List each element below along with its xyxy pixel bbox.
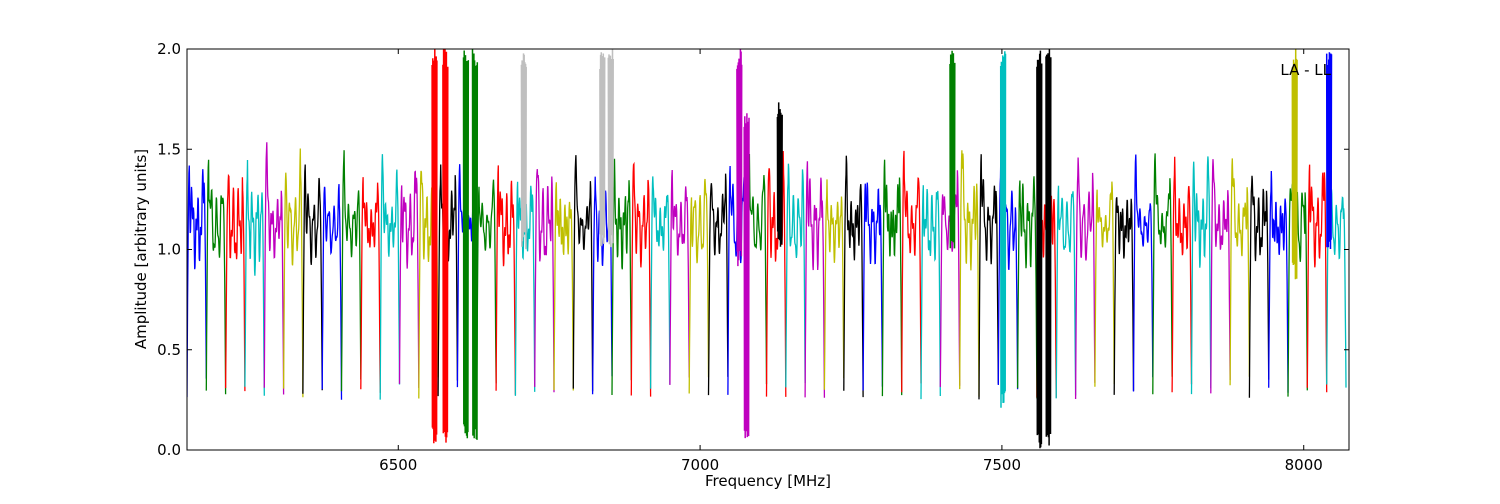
subband-curve xyxy=(282,148,304,398)
rfi-spike xyxy=(431,49,438,444)
subband-curve xyxy=(746,153,768,400)
subband-curve xyxy=(959,150,980,397)
rfi-spike xyxy=(743,113,750,439)
rfi-spike xyxy=(999,51,1007,408)
subband-curve xyxy=(1229,158,1251,386)
subband-curve xyxy=(785,163,806,388)
subband-curve xyxy=(630,161,652,397)
rfi-spike xyxy=(599,52,606,247)
subband-curve xyxy=(707,173,729,396)
subband-curve xyxy=(187,165,207,398)
panel-annotation: LA - LL xyxy=(1280,61,1331,79)
subband-curve xyxy=(804,161,826,398)
subband-curve xyxy=(649,176,671,389)
rfi-spike xyxy=(1036,50,1043,449)
x-axis-label: Frequency [MHz] xyxy=(705,472,831,490)
rfi-spike xyxy=(1045,49,1052,446)
subband-curve xyxy=(360,177,381,393)
subband-curve xyxy=(263,142,285,395)
series-layer xyxy=(187,49,1347,449)
subband-curve xyxy=(978,154,999,400)
subband-curve xyxy=(321,184,343,400)
subband-curve xyxy=(1210,159,1231,394)
subband-curve xyxy=(572,155,594,392)
subband-curve xyxy=(495,165,517,395)
subband-curve xyxy=(1268,170,1289,393)
subband-curve xyxy=(823,179,845,390)
subband-curve xyxy=(843,155,864,398)
y-tick-label: 2.0 xyxy=(157,40,181,58)
rfi-spike xyxy=(1325,52,1333,250)
x-tick-label: 6500 xyxy=(379,456,417,474)
rfi-spike xyxy=(949,50,956,249)
subband-curve xyxy=(1287,183,1308,397)
rfi-spike xyxy=(520,53,527,250)
rfi-spike xyxy=(462,50,470,439)
subband-curve xyxy=(205,159,227,395)
subband-curve xyxy=(1190,156,1212,395)
subband-curve xyxy=(1074,157,1096,400)
subband-curve xyxy=(224,173,246,392)
subband-curve xyxy=(920,185,941,400)
subband-curve xyxy=(1016,176,1038,399)
rfi-spike xyxy=(471,49,479,440)
rfi-spike xyxy=(442,49,449,443)
subband-curve xyxy=(1094,181,1115,387)
y-tick-label: 0.5 xyxy=(157,341,181,359)
subband-curve xyxy=(1152,153,1173,395)
x-tick-label: 8000 xyxy=(1285,456,1323,474)
subband-curve xyxy=(881,159,903,397)
ticks-layer: 6500 7000 7500 8000 0.0 0.5 1.0 1.5 2.0 xyxy=(157,40,1349,474)
subband-curve xyxy=(340,150,362,392)
subband-curve xyxy=(1055,185,1077,399)
rfi-spike xyxy=(607,49,614,248)
subband-curve xyxy=(1248,175,1270,398)
subband-curve xyxy=(669,169,690,385)
subband-curve xyxy=(1113,197,1135,395)
subband-curve xyxy=(901,150,922,393)
subband-curve xyxy=(302,164,323,394)
subband-curve xyxy=(611,158,632,396)
rfi-spike xyxy=(776,102,783,247)
subband-curve xyxy=(476,179,497,390)
y-tick-label: 1.0 xyxy=(157,241,181,259)
y-axis-label: Amplitude [arbitrary units] xyxy=(132,149,150,349)
x-tick-label: 7500 xyxy=(983,456,1021,474)
subband-curve xyxy=(1171,156,1193,393)
rfi-spike xyxy=(1291,49,1298,280)
subband-curve xyxy=(862,182,884,391)
subband-curve xyxy=(244,159,265,396)
subband-curve xyxy=(534,169,555,393)
y-tick-label: 0.0 xyxy=(157,441,181,459)
subband-curve xyxy=(398,170,420,389)
y-tick-label: 1.5 xyxy=(157,140,181,158)
subband-curve xyxy=(379,154,401,400)
rfi-spike xyxy=(736,49,743,267)
subband-curve xyxy=(765,150,787,397)
subband-curve xyxy=(553,182,574,391)
subband-curve xyxy=(514,181,536,396)
subband-curve xyxy=(688,178,710,394)
subband-curve xyxy=(1306,164,1328,393)
subband-curve xyxy=(1132,154,1154,392)
x-tick-label: 7000 xyxy=(681,456,719,474)
